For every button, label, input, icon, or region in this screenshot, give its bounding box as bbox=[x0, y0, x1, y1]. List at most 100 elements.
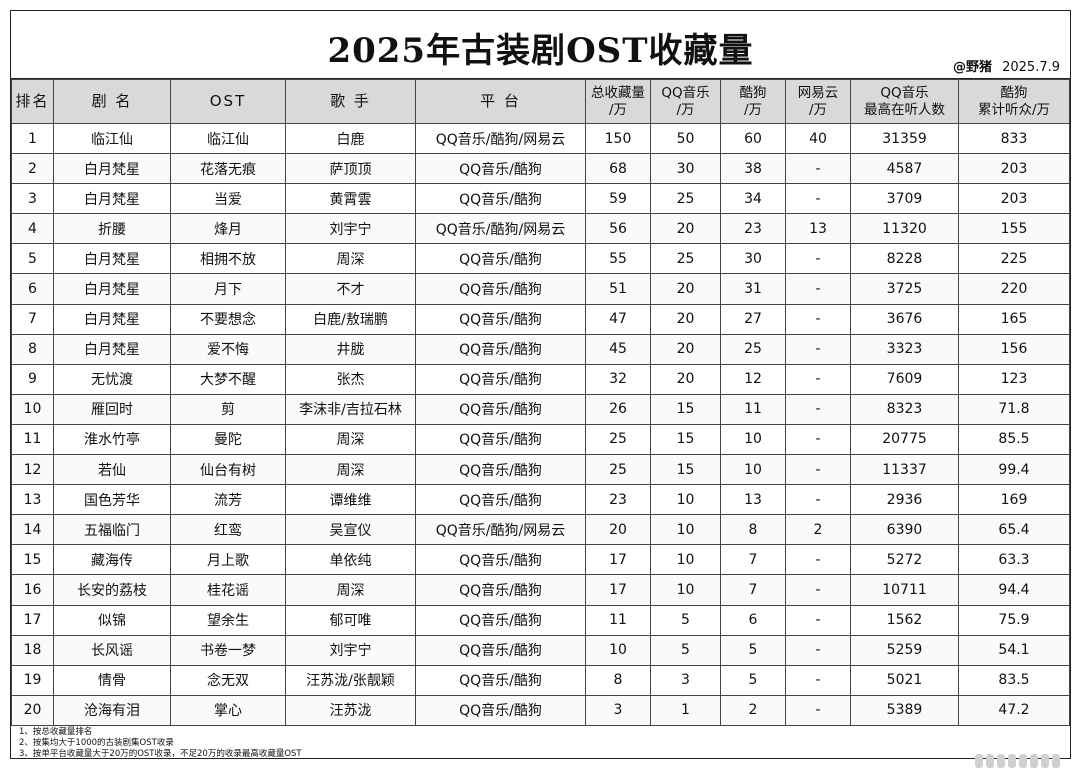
table-row: 5 白月梵星 相拥不放 周深 QQ音乐/酷狗 55 25 30-8228 225 bbox=[11, 243, 1070, 275]
header-netease-l2: /万 bbox=[808, 101, 828, 118]
cell-total: 47 bbox=[585, 303, 651, 335]
cell-netease: - bbox=[785, 634, 851, 666]
cell-rank: 6 bbox=[11, 273, 54, 305]
cell-ost: 桂花谣 bbox=[170, 574, 286, 606]
cell-total: 56 bbox=[585, 213, 651, 245]
cell-platform: QQ音乐/酷狗 bbox=[415, 183, 586, 215]
cell-rank: 5 bbox=[11, 243, 54, 275]
cell-drama: 白月梵星 bbox=[53, 153, 171, 185]
cell-qq: 20 bbox=[650, 333, 721, 365]
cell-kugoucum: 225 bbox=[958, 243, 1070, 275]
cell-qqpeak: 7609 bbox=[850, 363, 959, 395]
table-row: 8 白月梵星 爱不悔 井胧 QQ音乐/酷狗 45 20 25-3323 156 bbox=[11, 333, 1070, 365]
cell-drama: 五福临门 bbox=[53, 514, 171, 546]
cell-rank: 14 bbox=[11, 514, 54, 546]
cell-singer: 吴宣仪 bbox=[285, 514, 416, 546]
cell-kugou: 10 bbox=[720, 454, 786, 486]
cell-qqpeak: 3725 bbox=[850, 273, 959, 305]
cell-total: 32 bbox=[585, 363, 651, 395]
cell-kugoucum: 833 bbox=[958, 122, 1070, 155]
cell-total: 26 bbox=[585, 393, 651, 425]
author-handle: @野猪 bbox=[952, 60, 992, 75]
cell-qqpeak: 1562 bbox=[850, 604, 959, 636]
cell-platform: QQ音乐/酷狗 bbox=[415, 423, 586, 456]
cell-platform: QQ音乐/酷狗 bbox=[415, 694, 586, 726]
cell-platform: QQ音乐/酷狗 bbox=[415, 303, 586, 335]
table-row: 2 白月梵星 花落无痕 萨顶顶 QQ音乐/酷狗 68 30 38-4587 203 bbox=[11, 153, 1070, 185]
cell-kugou: 7 bbox=[720, 544, 786, 576]
title-bar: 2025年古装剧OST收藏量 @野猪 2025.7.9 bbox=[11, 11, 1070, 79]
cell-qq: 15 bbox=[650, 454, 721, 486]
cell-ost: 大梦不醒 bbox=[170, 363, 286, 395]
cell-netease: - bbox=[785, 333, 851, 365]
cell-platform: QQ音乐/酷狗/网易云 bbox=[415, 213, 586, 245]
cell-kugou: 7 bbox=[720, 574, 786, 606]
cell-qqpeak: 5389 bbox=[850, 694, 959, 726]
cell-netease: - bbox=[785, 153, 851, 185]
cell-total: 55 bbox=[585, 243, 651, 275]
cell-kugou: 23 bbox=[720, 213, 786, 245]
cell-drama: 藏海传 bbox=[53, 544, 171, 576]
cell-qqpeak: 6390 bbox=[850, 514, 959, 546]
table-body: 1 临江仙 临江仙 白鹿 QQ音乐/酷狗/网易云 150 50 60 40 31359 833 2 白月… bbox=[11, 122, 1070, 726]
cell-kugoucum: 63.3 bbox=[958, 544, 1070, 576]
cell-rank: 8 bbox=[11, 333, 54, 365]
cell-drama: 白月梵星 bbox=[53, 303, 171, 335]
cell-kugou: 2 bbox=[720, 694, 786, 726]
publish-date: 2025.7.9 bbox=[1002, 60, 1060, 75]
cell-singer: 周深 bbox=[285, 574, 416, 606]
cell-platform: QQ音乐/酷狗 bbox=[415, 153, 586, 185]
cell-qqpeak: 8323 bbox=[850, 393, 959, 425]
cell-kugoucum: 75.9 bbox=[958, 604, 1070, 636]
cell-rank: 7 bbox=[11, 303, 54, 335]
cell-ost: 爱不悔 bbox=[170, 333, 286, 365]
cell-kugoucum: 94.4 bbox=[958, 574, 1070, 606]
cell-singer: 白鹿/敖瑞鹏 bbox=[285, 303, 416, 335]
cell-ost: 书卷一梦 bbox=[170, 634, 286, 666]
cell-drama: 沧海有泪 bbox=[53, 694, 171, 726]
cell-qqpeak: 5021 bbox=[850, 664, 959, 696]
table-row: 3 白月梵星 当爱 黄霄雲 QQ音乐/酷狗 59 25 34-3709 203 bbox=[11, 183, 1070, 215]
cell-platform: QQ音乐/酷狗 bbox=[415, 363, 586, 395]
cell-rank: 2 bbox=[11, 153, 54, 185]
cell-qq: 1 bbox=[650, 694, 721, 726]
cell-total: 45 bbox=[585, 333, 651, 365]
table-row: 12 若仙 仙台有树 周深 QQ音乐/酷狗 25 15 10-11337 99.4 bbox=[11, 454, 1070, 486]
cell-kugoucum: 165 bbox=[958, 303, 1070, 335]
cell-rank: 12 bbox=[11, 454, 54, 486]
cell-platform: QQ音乐/酷狗 bbox=[415, 333, 586, 365]
table-row: 10 雁回时剪李沫非/吉拉石林 QQ音乐/酷狗 26 15 11-8323 71.8 bbox=[11, 393, 1070, 425]
cell-singer: 单依纯 bbox=[285, 544, 416, 576]
cell-netease: - bbox=[785, 273, 851, 305]
cell-kugou: 60 bbox=[720, 122, 786, 155]
header-kugou-l1: 酷狗 bbox=[739, 84, 767, 101]
cell-platform: QQ音乐/酷狗 bbox=[415, 393, 586, 425]
cell-total: 23 bbox=[585, 484, 651, 516]
cell-qqpeak: 11337 bbox=[850, 454, 959, 486]
cell-singer: 李沫非/吉拉石林 bbox=[285, 393, 416, 425]
cell-qqpeak: 3709 bbox=[850, 183, 959, 215]
cell-ost: 花落无痕 bbox=[170, 153, 286, 185]
ost-table: 排名 剧 名 OST 歌 手 平 台 总收藏量/万 QQ音乐/万 酷狗/万 网易… bbox=[11, 79, 1070, 726]
cell-total: 51 bbox=[585, 273, 651, 305]
cell-rank: 20 bbox=[11, 694, 54, 726]
cell-total: 25 bbox=[585, 423, 651, 456]
header-qqpeak-l2: 最高在听人数 bbox=[864, 101, 945, 118]
header-platform: 平 台 bbox=[415, 79, 586, 124]
cell-drama: 国色芳华 bbox=[53, 484, 171, 516]
cell-netease: 40 bbox=[785, 122, 851, 155]
cell-qqpeak: 20775 bbox=[850, 423, 959, 456]
header-qqpeak: QQ音乐 最高在听人数 bbox=[850, 79, 959, 124]
header-kugoucum: 酷狗 累计听众/万 bbox=[958, 79, 1070, 124]
cell-kugoucum: 155 bbox=[958, 213, 1070, 245]
cell-qq: 20 bbox=[650, 213, 721, 245]
cell-singer: 汪苏泷 bbox=[285, 694, 416, 726]
header-row: 排名 剧 名 OST 歌 手 平 台 总收藏量/万 QQ音乐/万 酷狗/万 网易… bbox=[11, 79, 1070, 124]
cell-ost: 月下 bbox=[170, 273, 286, 305]
cell-drama: 临江仙 bbox=[53, 122, 171, 155]
cell-ost: 当爱 bbox=[170, 183, 286, 215]
cell-qq: 10 bbox=[650, 514, 721, 546]
cell-ost: 相拥不放 bbox=[170, 243, 286, 275]
cell-kugou: 12 bbox=[720, 363, 786, 395]
cell-drama: 长风谣 bbox=[53, 634, 171, 666]
